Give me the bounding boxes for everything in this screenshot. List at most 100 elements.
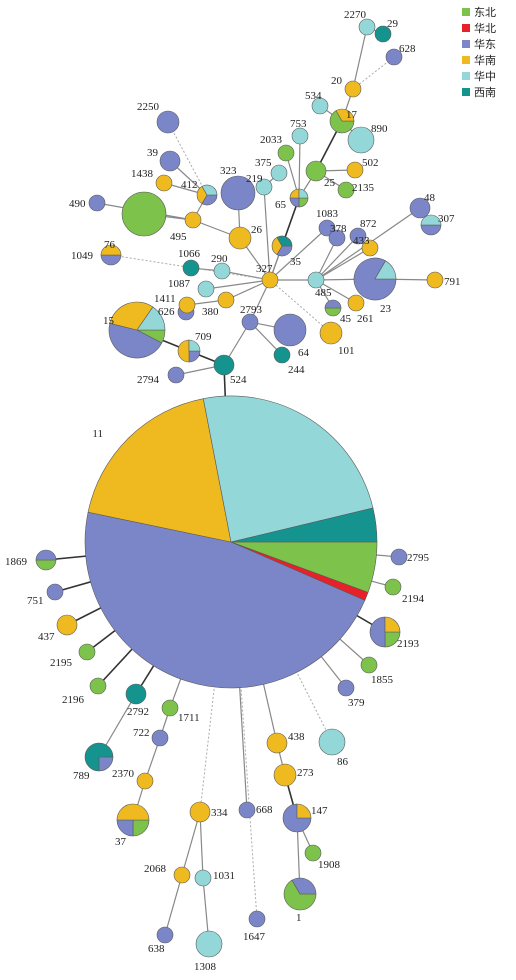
legend-item: 西南 (462, 86, 496, 99)
labels-layer: 11 15 76 23 64 323 2250 890 17 26 101 709 524 2794 626… (5, 9, 461, 973)
slice (98, 756, 114, 772)
node-label-37: 37 (115, 836, 127, 848)
node-2250 (156, 110, 180, 134)
slice (276, 235, 293, 247)
slice (360, 656, 378, 674)
node-label-490: 490 (69, 198, 86, 210)
node-2795 (390, 548, 408, 566)
node-2195 (78, 643, 96, 661)
node-label-1066: 1066 (178, 248, 201, 260)
node-label-1908: 1908 (318, 859, 341, 871)
node-11 (84, 395, 378, 689)
node-label-1711: 1711 (178, 712, 200, 724)
node-628 (385, 48, 403, 66)
edge-334-1031 (199, 811, 204, 879)
node-label-76: 76 (104, 239, 116, 251)
node-17 (329, 108, 355, 134)
node-label-15: 15 (103, 315, 115, 327)
edge-327-101 (269, 279, 332, 334)
slice (132, 819, 150, 837)
node-label-261: 261 (357, 313, 374, 325)
edge-327-219 (263, 186, 271, 281)
node-101 (319, 321, 343, 345)
slice (307, 271, 325, 289)
slice (136, 306, 166, 331)
slice (100, 254, 122, 266)
node-1 (283, 877, 317, 911)
slice (201, 184, 218, 196)
slice (384, 578, 402, 596)
slice (87, 398, 232, 543)
node-438 (266, 732, 288, 754)
node-638 (156, 926, 174, 944)
slice (291, 877, 317, 895)
slice (369, 616, 386, 648)
node-437 (56, 614, 78, 636)
node-label-2795: 2795 (407, 552, 430, 564)
node-789 (84, 742, 114, 772)
node-label-327: 327 (256, 263, 273, 275)
edge-20-2270 (352, 26, 368, 90)
slice (318, 219, 336, 237)
node-label-1031: 1031 (213, 870, 235, 882)
node-label-23: 23 (380, 303, 392, 315)
node-label-1411: 1411 (154, 293, 176, 305)
node-39 (159, 150, 181, 172)
slice (346, 161, 364, 179)
slice (374, 25, 392, 43)
node-495 (184, 211, 202, 229)
node-378 (328, 229, 346, 247)
legend-swatch (462, 72, 470, 80)
node-2793 (241, 313, 259, 331)
node-2794 (167, 366, 185, 384)
node-label-273: 273 (297, 767, 314, 779)
slice (213, 262, 231, 280)
node-label-25: 25 (324, 177, 336, 189)
node-1647 (248, 910, 266, 928)
node-label-709: 709 (195, 331, 212, 343)
node-219 (255, 178, 273, 196)
slice (385, 48, 403, 66)
edge-485-872 (315, 235, 359, 281)
node-485 (307, 271, 325, 289)
slice (324, 307, 342, 317)
node-1087 (197, 280, 215, 298)
node-label-334: 334 (211, 807, 228, 819)
node-label-244: 244 (288, 364, 305, 376)
slice (420, 214, 442, 226)
node-label-412: 412 (181, 179, 198, 191)
node-2068 (173, 866, 191, 884)
slice (156, 110, 180, 134)
node-label-2194: 2194 (402, 593, 425, 605)
legend-item: 华北 (462, 21, 496, 35)
slice (202, 395, 374, 543)
legend-item: 东北 (462, 6, 496, 19)
slice (261, 271, 279, 289)
slice (228, 226, 252, 250)
node-label-45: 45 (340, 313, 352, 325)
slice (283, 879, 317, 911)
slice (197, 280, 215, 298)
node-1049 (100, 244, 122, 266)
node-2135 (337, 181, 355, 199)
node-2033 (277, 144, 295, 162)
node-label-751: 751 (27, 595, 44, 607)
node-1083 (318, 219, 336, 237)
legend-item: 华南 (462, 53, 496, 67)
edge-334-2068 (181, 811, 201, 876)
slice (182, 259, 200, 277)
node-label-2033: 2033 (260, 134, 283, 146)
node-label-307: 307 (438, 213, 455, 225)
slice (248, 910, 266, 928)
node-20 (344, 80, 362, 98)
node-709 (177, 339, 201, 363)
node-2194 (384, 578, 402, 596)
edge-20-628 (352, 56, 395, 90)
slice (328, 229, 346, 247)
slice (109, 301, 154, 331)
edge-65-753 (298, 135, 301, 199)
node-label-65: 65 (275, 199, 287, 211)
slice (155, 174, 173, 192)
slice (349, 227, 367, 245)
slice (324, 299, 342, 309)
